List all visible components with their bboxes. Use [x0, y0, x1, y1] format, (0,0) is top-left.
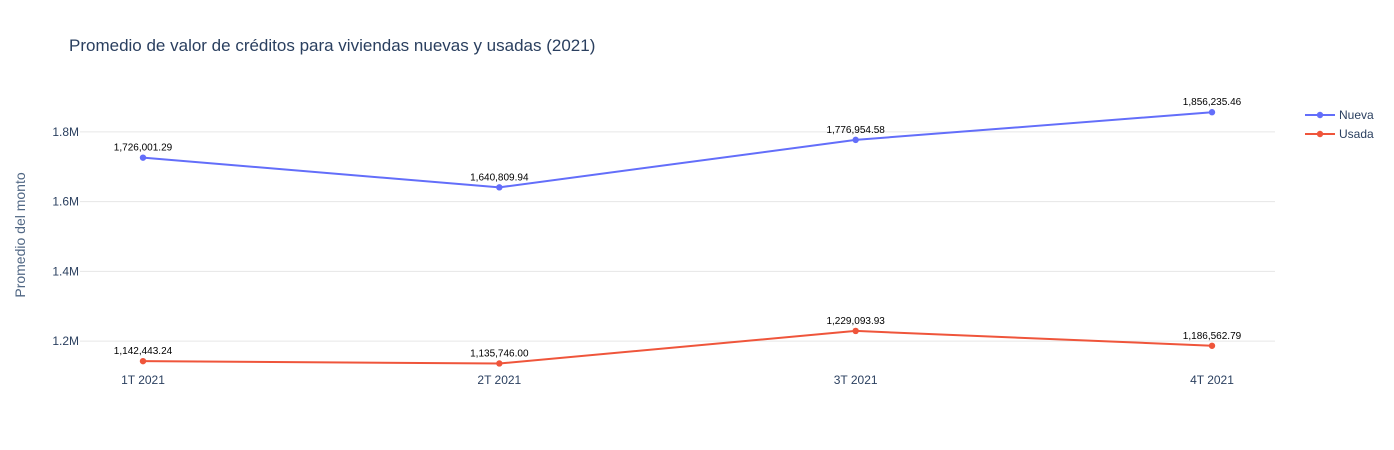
legend-item-usada[interactable]: Usada: [1305, 127, 1374, 141]
data-label: 1,726,001.29: [114, 143, 173, 154]
data-point[interactable]: [496, 360, 503, 367]
data-point[interactable]: [852, 327, 859, 335]
legend-item-nueva[interactable]: Nueva: [1305, 108, 1374, 122]
data-label: 1,776,954.58: [826, 125, 885, 136]
x-tick-label: 3T 2021: [834, 373, 878, 387]
data-point[interactable]: [1208, 109, 1216, 116]
series-layer: 1,726,001.29 1,640,809.94 1,776,954.58 1,85…: [114, 97, 1242, 367]
data-label: 1,142,443.24: [114, 346, 173, 357]
series-line: [142, 111, 1213, 189]
data-label: 1,229,093.93: [826, 316, 885, 327]
legend-marker: [1316, 130, 1324, 138]
data-point[interactable]: [1208, 342, 1216, 349]
y-tick-label: 1.2M: [52, 334, 79, 348]
data-point[interactable]: [852, 136, 859, 144]
data-label: 1,640,809.94: [470, 172, 529, 183]
x-axis-ticks: 1T 2021 2T 2021 3T 2021 4T 2021: [121, 373, 1234, 387]
series-line: [142, 329, 1213, 365]
y-tick-label: 1.4M: [52, 264, 79, 278]
legend-label: Usada: [1339, 127, 1374, 141]
data-label: 1,856,235.46: [1183, 97, 1242, 108]
y-tick-label: 1.8M: [52, 125, 79, 139]
data-point[interactable]: [139, 154, 147, 161]
y-axis-ticks: 1.2M 1.4M 1.6M 1.8M: [52, 125, 79, 348]
y-axis-title: Promedio del monto: [12, 172, 28, 298]
x-tick-label: 4T 2021: [1190, 373, 1234, 387]
x-tick-label: 1T 2021: [121, 373, 165, 387]
legend[interactable]: Nueva Usada: [1305, 108, 1374, 141]
data-label: 1,135,746.00: [470, 348, 529, 359]
legend-label: Nueva: [1339, 108, 1374, 122]
y-tick-label: 1.6M: [52, 195, 79, 209]
x-tick-label: 2T 2021: [477, 373, 521, 387]
series-nueva: 1,726,001.29 1,640,809.94 1,776,954.58 1,85…: [114, 97, 1242, 191]
data-point[interactable]: [496, 184, 503, 191]
data-label: 1,186,562.79: [1183, 331, 1242, 342]
data-point[interactable]: [139, 357, 147, 365]
chart-title: Promedio de valor de créditos para vivie…: [69, 36, 595, 55]
legend-marker: [1316, 111, 1324, 119]
series-usada: 1,142,443.24 1,135,746.00 1,229,093.93 1,18…: [114, 316, 1242, 367]
